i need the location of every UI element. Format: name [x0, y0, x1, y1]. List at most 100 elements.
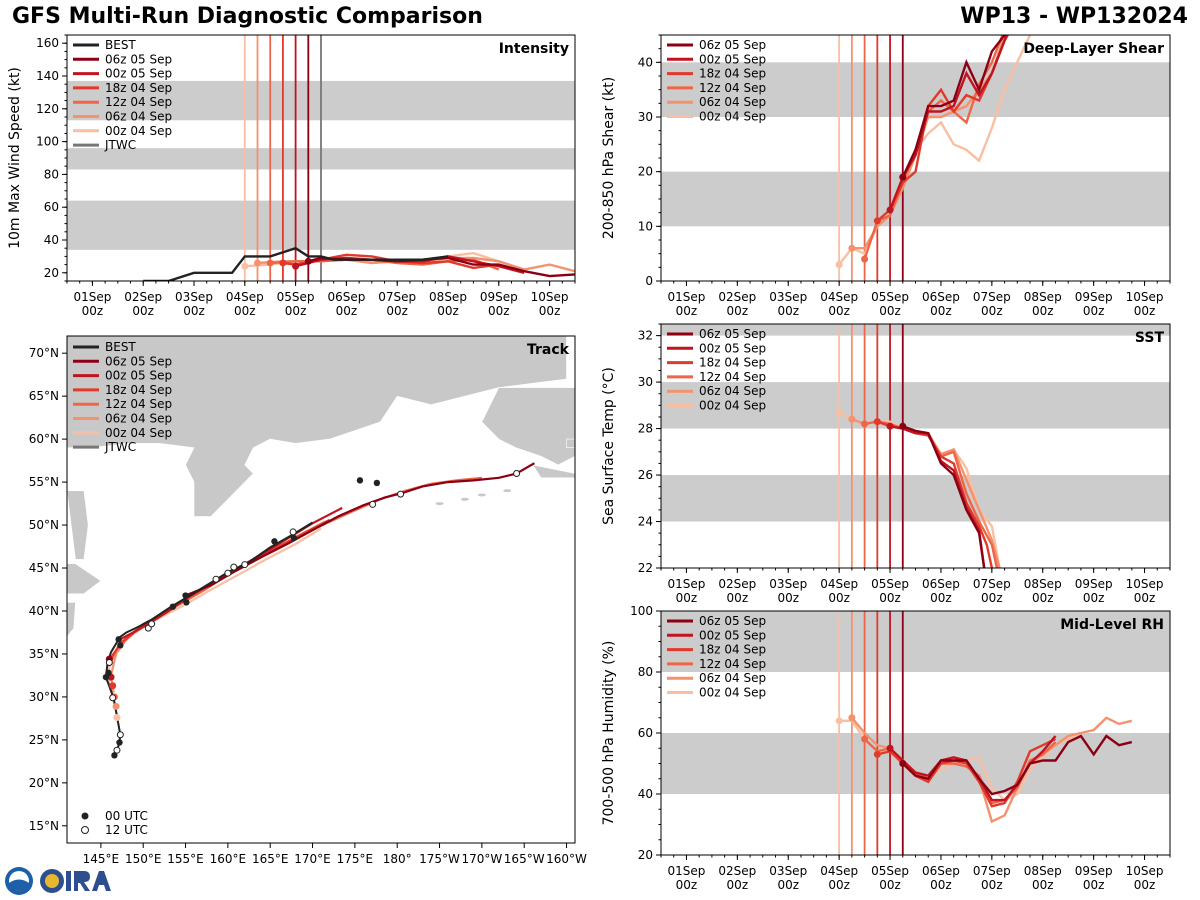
lat-tick-label: 40°N [29, 604, 59, 618]
series-line [902, 425, 986, 568]
run-init-marker [112, 702, 120, 710]
legend-label: 00 UTC [105, 809, 148, 823]
y-tick-label: 28 [638, 422, 653, 436]
island [503, 489, 512, 493]
y-tick-label: 80 [44, 167, 59, 181]
init-point [835, 408, 843, 416]
x-tick-label: 00z [828, 878, 850, 892]
x-tick-label: 04Sep [820, 577, 858, 591]
best-00utc-marker [290, 534, 298, 542]
legend-label: 12z 04 Sep [699, 81, 766, 95]
init-point [279, 259, 287, 267]
best-00utc-marker [117, 642, 124, 649]
x-tick-label: 00z [336, 304, 358, 318]
lat-tick-label: 45°N [29, 561, 59, 575]
x-tick-label: 06Sep [922, 577, 960, 591]
legend-label: 00z 05 Sep [699, 341, 766, 355]
best-00utc-marker [373, 479, 381, 487]
best-track-line [104, 521, 314, 756]
legend-label: 18z 04 Sep [105, 81, 172, 95]
x-tick-label: 01Sep [73, 290, 111, 304]
init-point [873, 750, 881, 758]
shaded-band [661, 62, 1170, 117]
y-tick-label: 30 [638, 375, 653, 389]
x-tick-label: 02Sep [718, 577, 756, 591]
lat-tick-label: 60°N [29, 432, 59, 446]
y-tick-label: 40 [44, 233, 59, 247]
best-12utc-marker [369, 500, 377, 508]
y-axis-label: 200-850 hPa Shear (kt) [601, 77, 617, 239]
x-tick-label: 03Sep [769, 864, 807, 878]
legend-label: 18z 04 Sep [105, 383, 172, 397]
lat-tick-label: 65°N [29, 389, 59, 403]
x-tick-label: 09Sep [480, 290, 518, 304]
lon-tick-label: 170°E [294, 852, 331, 866]
x-tick-label: 00z [183, 304, 205, 318]
x-tick-label: 01Sep [668, 864, 706, 878]
legend-label: 18z 04 Sep [699, 356, 766, 370]
legend-00utc-marker [81, 812, 89, 820]
x-tick-label: 00z [285, 304, 307, 318]
lon-tick-label: 165°E [252, 852, 289, 866]
legend-label: 00z 04 Sep [105, 124, 172, 138]
forecast-track [107, 476, 483, 667]
y-tick-label: 20 [638, 165, 653, 179]
lon-tick-label: 175°W [419, 852, 460, 866]
legend-label: 00z 05 Sep [105, 369, 172, 383]
y-tick-label: 20 [44, 266, 59, 280]
init-point [899, 173, 907, 181]
shaded-band [661, 475, 1170, 522]
storm-id-label: WP13 - WP132024 [960, 4, 1188, 29]
forecast-track [109, 520, 326, 693]
init-point [886, 206, 894, 214]
lat-tick-label: 20°N [29, 776, 59, 790]
best-12utc-marker [116, 731, 124, 739]
x-tick-label: 00z [777, 878, 799, 892]
forecast-track [108, 527, 322, 719]
x-tick-label: 00z [727, 591, 749, 605]
init-point [886, 422, 894, 430]
x-tick-label: 00z [437, 304, 459, 318]
legend-label: 12z 04 Sep [105, 95, 172, 109]
best-00utc-marker [182, 592, 189, 599]
panel-rh: 2040608010001Sep00z02Sep00z03Sep00z04Sep… [601, 604, 1171, 892]
x-tick-label: 00z [488, 304, 510, 318]
x-tick-label: 05Sep [871, 577, 909, 591]
x-tick-label: 00z [930, 878, 952, 892]
best-00utc-marker [111, 752, 118, 759]
y-tick-label: 60 [638, 726, 653, 740]
y-tick-label: 120 [36, 102, 59, 116]
x-tick-label: 01Sep [668, 290, 706, 304]
x-tick-label: 05Sep [277, 290, 315, 304]
x-tick-label: 00z [386, 304, 408, 318]
x-tick-label: 03Sep [175, 290, 213, 304]
x-tick-label: 00z [1083, 591, 1105, 605]
init-point [304, 257, 312, 265]
legend-label: 00z 05 Sep [105, 67, 172, 81]
init-point [848, 244, 856, 252]
x-tick-label: 09Sep [1075, 864, 1113, 878]
legend-label: BEST [105, 340, 136, 354]
x-tick-label: 08Sep [1024, 290, 1062, 304]
best-00utc-marker [183, 599, 190, 606]
panel-title: SST [1135, 330, 1165, 346]
y-tick-label: 10 [638, 219, 653, 233]
x-tick-label: 00z [1083, 878, 1105, 892]
x-tick-label: 07Sep [973, 577, 1011, 591]
x-tick-label: 05Sep [871, 864, 909, 878]
island [460, 497, 469, 501]
init-point [835, 717, 843, 725]
y-tick-label: 24 [638, 515, 653, 529]
legend-label: 12z 04 Sep [699, 657, 766, 671]
x-tick-label: 06Sep [922, 864, 960, 878]
best-00utc-marker [115, 636, 122, 643]
shaded-band [661, 733, 1170, 794]
lat-tick-label: 55°N [29, 475, 59, 489]
x-tick-label: 00z [828, 591, 850, 605]
series-line [901, 35, 1007, 178]
legend-label: 12 UTC [105, 823, 148, 837]
x-tick-label: 03Sep [769, 577, 807, 591]
x-tick-label: 00z [727, 878, 749, 892]
x-tick-label: 00z [676, 591, 698, 605]
